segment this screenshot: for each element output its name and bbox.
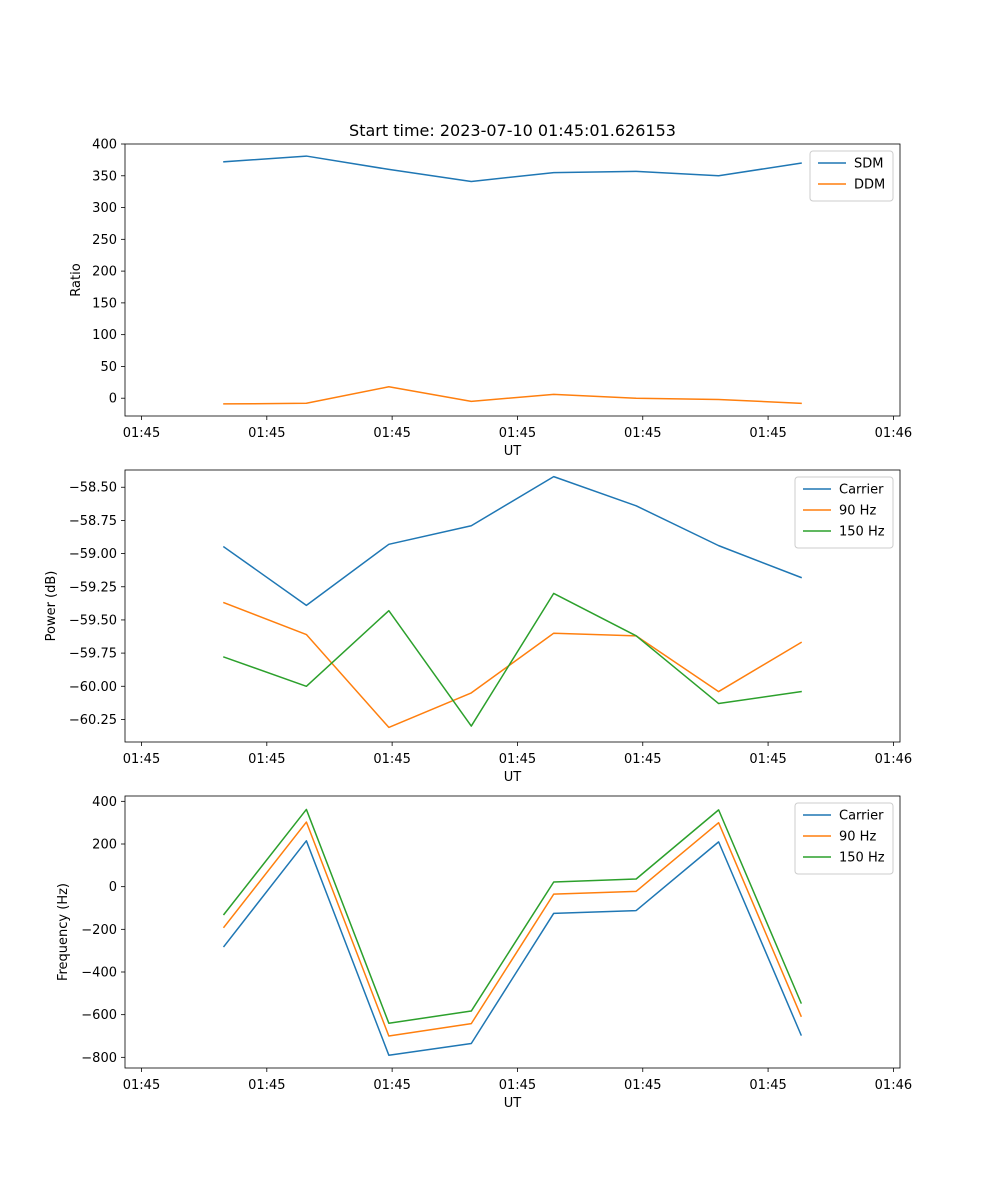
y-tick-label: −59.75 — [69, 647, 117, 662]
x-tick-label: 01:45 — [373, 752, 410, 767]
legend-label: SDM — [854, 157, 883, 172]
y-tick-label: 300 — [92, 201, 117, 216]
y-axis-label: Power (dB) — [44, 571, 59, 642]
y-tick-label: −800 — [81, 1051, 117, 1066]
panel-power: 01:45 01:45 01:45 01:45 01:45 01:45 01:46 −60.2… — [44, 469, 912, 785]
x-tick-label: 01:45 — [749, 1078, 786, 1093]
y-tick-label: −200 — [81, 923, 117, 938]
y-axis-label: Frequency (Hz) — [56, 883, 71, 981]
x-tick-label: 01:46 — [875, 752, 912, 767]
x-tick-label: 01:45 — [248, 752, 285, 767]
x-tick-label: 01:45 — [624, 752, 661, 767]
y-tick-label: 250 — [92, 233, 117, 248]
x-tick-label: 01:45 — [499, 426, 536, 441]
series-line-frequency-150-hz — [222, 808, 803, 1024]
y-tick-label: 400 — [92, 795, 117, 810]
series-line-frequency-carrier — [222, 840, 803, 1056]
x-tick-label: 01:45 — [373, 426, 410, 441]
x-axis-label: UT — [504, 1096, 522, 1111]
panels: 01:45 01:45 01:45 01:45 01:45 01:45 01:46 0 50 10… — [44, 138, 912, 1112]
axes-frame-frequency — [124, 795, 901, 1069]
legend-frequency: Carrier 90 Hz 150 Hz — [794, 802, 894, 875]
x-tick-label: 01:45 — [499, 752, 536, 767]
chart-title: Start time: 2023-07-10 01:45:01.626153 — [349, 121, 676, 140]
y-tick-label: −60.25 — [69, 713, 117, 728]
series-line-power-90-hz — [222, 601, 803, 729]
y-tick-label: 400 — [92, 138, 117, 153]
x-tick-label: 01:46 — [875, 426, 912, 441]
x-tick-label: 01:45 — [123, 752, 160, 767]
legend-label: 150 Hz — [839, 851, 885, 866]
legend-ratio: SDM DDM — [809, 150, 894, 202]
series-line-power-150-hz — [222, 592, 802, 727]
y-tick-label: 350 — [92, 169, 117, 184]
y-tick-label: 150 — [92, 296, 117, 311]
series-line-ratio-ddm — [223, 386, 802, 405]
y-tick-label: −400 — [81, 966, 117, 981]
y-tick-label: −60.00 — [69, 680, 117, 695]
x-tick-label: 01:45 — [749, 426, 786, 441]
y-tick-label: 200 — [92, 265, 117, 280]
x-tick-label: 01:45 — [123, 426, 160, 441]
y-tick-label: 0 — [109, 392, 117, 407]
y-tick-label: −600 — [81, 1008, 117, 1023]
legend-label: Carrier — [839, 809, 884, 824]
x-tick-label: 01:45 — [123, 1078, 160, 1093]
y-tick-label: 200 — [92, 838, 117, 853]
y-tick-label: −59.50 — [69, 613, 117, 628]
y-axis-label: Ratio — [69, 263, 84, 296]
legend-label: 90 Hz — [839, 504, 876, 519]
legend-label: 90 Hz — [839, 830, 876, 845]
x-tick-label: 01:46 — [875, 1078, 912, 1093]
panel-frequency: 01:45 01:45 01:45 01:45 01:45 01:45 01:46 −800 −… — [56, 795, 912, 1111]
y-tick-label: 100 — [92, 328, 117, 343]
x-axis-label: UT — [504, 770, 522, 785]
x-tick-label: 01:45 — [749, 752, 786, 767]
y-tick-label: 0 — [109, 880, 117, 895]
series-line-ratio-sdm — [223, 155, 802, 183]
x-tick-label: 01:45 — [624, 1078, 661, 1093]
y-tick-label: −59.00 — [69, 547, 117, 562]
y-tick-label: −58.75 — [69, 514, 117, 529]
y-tick-label: −59.25 — [69, 580, 117, 595]
axes-frame-ratio — [124, 143, 901, 417]
series-line-frequency-90-hz — [222, 821, 803, 1037]
y-tick-label: 50 — [100, 360, 117, 375]
axes-frame-power — [124, 469, 901, 743]
x-tick-label: 01:45 — [373, 1078, 410, 1093]
legend-label: 150 Hz — [839, 525, 885, 540]
legend-power: Carrier 90 Hz 150 Hz — [794, 476, 894, 549]
series-line-power-carrier — [222, 475, 803, 607]
x-tick-label: 01:45 — [248, 1078, 285, 1093]
legend-label: DDM — [854, 178, 885, 193]
x-tick-label: 01:45 — [624, 426, 661, 441]
legend-label: Carrier — [839, 483, 884, 498]
panel-ratio: 01:45 01:45 01:45 01:45 01:45 01:45 01:46 0 50 10… — [69, 138, 912, 460]
x-axis-label: UT — [504, 444, 522, 459]
x-tick-label: 01:45 — [248, 426, 285, 441]
y-tick-label: −58.50 — [69, 481, 117, 496]
x-tick-label: 01:45 — [499, 1078, 536, 1093]
